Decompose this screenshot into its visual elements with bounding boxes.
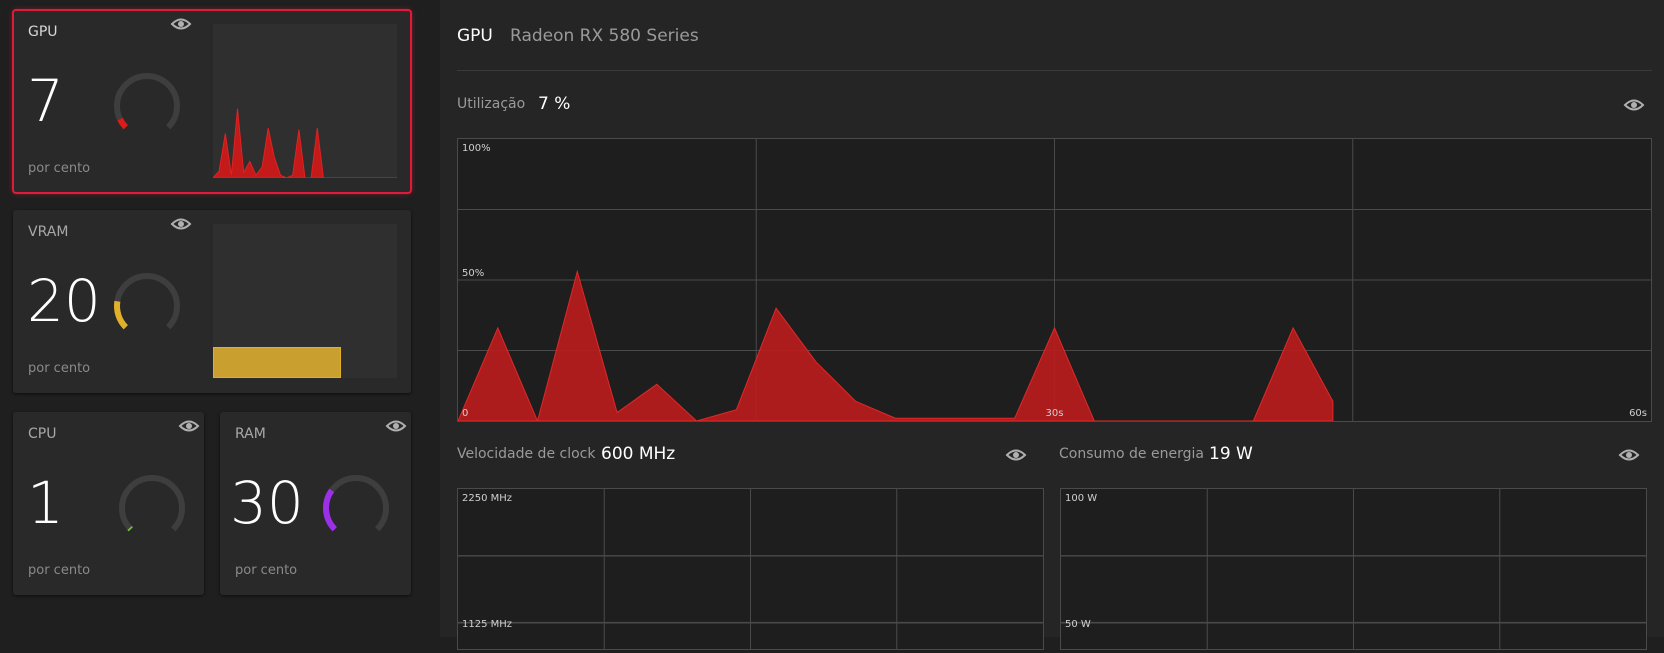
cpu-gauge — [119, 475, 185, 532]
gauge-fill — [127, 525, 133, 532]
gpu-sparkline — [211, 24, 397, 179]
eye-icon[interactable] — [170, 216, 192, 232]
eye-icon[interactable] — [178, 418, 200, 434]
gpu-spark-area — [211, 108, 397, 179]
gpu-card[interactable]: GPU 7 por cento — [12, 9, 412, 194]
utilization-series-area — [457, 269, 1334, 423]
gpu-card-unit: por cento — [28, 161, 91, 176]
ram-card-title: RAM — [235, 426, 266, 442]
cpu-card-value: 1 — [27, 469, 64, 537]
eye-icon[interactable] — [1005, 447, 1027, 463]
y-tick-label: 50% — [462, 268, 484, 279]
vram-fill — [213, 347, 341, 378]
vram-card-title: VRAM — [28, 224, 69, 240]
x-tick-label: 30s — [1046, 408, 1064, 419]
detail-title: GPU — [457, 26, 493, 46]
cpu-card[interactable]: CPU 1 por cento — [13, 412, 204, 595]
clock-chart-svg: 2250 MHz 1125 MHz — [458, 489, 1043, 649]
ram-card-unit: por cento — [235, 563, 298, 578]
vram-card[interactable]: VRAM 20 por cento — [13, 210, 411, 393]
y-tick-label: 50 W — [1065, 619, 1091, 630]
y-tick-label: 100% — [462, 143, 491, 154]
vram-usage-bar — [213, 224, 397, 378]
gauge-track — [114, 73, 180, 130]
detail-panel: GPU Radeon RX 580 Series Utilização 7 % … — [440, 0, 1664, 650]
gauge-track — [323, 475, 389, 532]
utilization-value: 7 % — [538, 94, 571, 114]
vram-card-value: 20 — [27, 267, 101, 335]
gpu-gauge — [114, 73, 180, 130]
gpu-card-title: GPU — [28, 24, 58, 40]
eye-icon[interactable] — [170, 16, 192, 32]
cpu-card-unit: por cento — [28, 563, 91, 578]
cpu-card-title: CPU — [28, 426, 57, 442]
vram-card-unit: por cento — [28, 361, 91, 376]
clock-value: 600 MHz — [601, 444, 676, 464]
gpu-model-name: Radeon RX 580 Series — [510, 26, 699, 46]
clock-label: Velocidade de clock — [457, 446, 596, 462]
gauge-track — [119, 475, 185, 532]
y-tick-label: 1125 MHz — [462, 619, 512, 630]
x-tick-label: 0 — [462, 408, 468, 419]
clock-chart: 2250 MHz 1125 MHz — [457, 488, 1044, 650]
utilization-chart: 100% 50% 0 30s 60s — [457, 138, 1652, 423]
ram-card[interactable]: RAM 30 por cento — [220, 412, 411, 595]
utilization-chart-svg: 100% 50% 0 30s 60s — [457, 139, 1651, 423]
eye-icon[interactable] — [1618, 447, 1640, 463]
sidebar: GPU 7 por cento VRAM 20 por cento CPU 1 … — [0, 0, 432, 637]
gauge-fill — [114, 300, 129, 330]
ram-card-value: 30 — [230, 469, 304, 537]
vram-gauge — [114, 273, 180, 330]
power-chart-svg: 100 W 50 W — [1061, 489, 1646, 649]
power-value: 19 W — [1209, 444, 1253, 464]
gauge-fill — [323, 488, 338, 532]
y-tick-label: 100 W — [1065, 493, 1097, 504]
gpu-card-value: 7 — [27, 67, 64, 135]
ram-gauge — [323, 475, 389, 532]
divider — [457, 70, 1652, 71]
eye-icon[interactable] — [1623, 97, 1645, 113]
eye-icon[interactable] — [385, 418, 407, 434]
gauge-track — [114, 273, 180, 330]
power-chart: 100 W 50 W — [1060, 488, 1647, 650]
power-label: Consumo de energia — [1059, 446, 1204, 462]
x-tick-label: 60s — [1629, 408, 1647, 419]
gauge-fill — [117, 117, 128, 130]
utilization-label: Utilização — [457, 96, 526, 112]
y-tick-label: 2250 MHz — [462, 493, 512, 504]
